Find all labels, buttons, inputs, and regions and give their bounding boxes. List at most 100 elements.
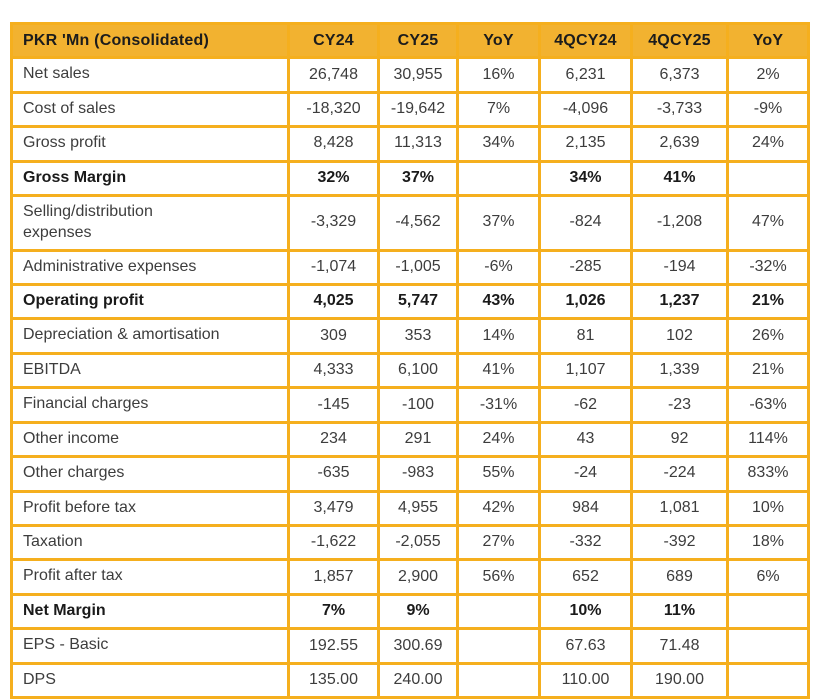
- row-label-cell: Net Margin: [10, 592, 290, 631]
- value-cell: 27%: [456, 524, 541, 562]
- row-label: Gross Margin: [23, 168, 127, 186]
- table-row: Net Margin 7% 9% 10% 11%: [10, 592, 810, 631]
- row-label: Taxation: [23, 533, 83, 551]
- value-cell: -4,096: [538, 90, 633, 129]
- header-cell: CY25: [377, 21, 459, 60]
- table-row: Selling/distribution expenses -3,329 -4,56…: [10, 193, 810, 252]
- value-cell: 41%: [456, 351, 541, 390]
- value-cell: 30,955: [377, 56, 459, 94]
- value-cell: 11,313: [377, 125, 459, 163]
- value-cell: 4,025: [287, 282, 380, 321]
- value-cell: [456, 159, 541, 197]
- header-cell: 4QCY25: [630, 21, 729, 60]
- table-row: EPS - Basic 192.55 300.69 67.63 71.48: [10, 627, 810, 665]
- value-cell: 1,237: [630, 282, 729, 321]
- value-cell: -24: [538, 455, 633, 493]
- financial-results-page: PKR 'Mn (Consolidated) CY24 CY25 YoY 4QCY24 4…: [0, 21, 826, 699]
- value-cell: [456, 627, 541, 665]
- row-label-cell: Profit before tax: [10, 489, 290, 528]
- value-cell: 110.00: [538, 661, 633, 699]
- table-row: Profit before tax 3,479 4,955 42% 984 1,081 10…: [10, 489, 810, 528]
- header-cell: YoY: [456, 21, 541, 60]
- value-cell: 300.69: [377, 627, 459, 665]
- table-row: EBITDA 4,333 6,100 41% 1,107 1,339 21%: [10, 351, 810, 390]
- row-label-cell: DPS: [10, 661, 290, 699]
- value-cell: 24%: [726, 125, 810, 163]
- row-label: DPS: [23, 670, 56, 688]
- value-cell: 2,900: [377, 558, 459, 596]
- value-cell: 37%: [377, 159, 459, 197]
- value-cell: 47%: [726, 193, 810, 252]
- value-cell: -3,329: [287, 193, 380, 252]
- value-cell: [726, 592, 810, 631]
- value-cell: 42%: [456, 489, 541, 528]
- value-cell: 4,955: [377, 489, 459, 528]
- value-cell: 34%: [456, 125, 541, 163]
- value-cell: 10%: [538, 592, 633, 631]
- table-row: DPS 135.00 240.00 110.00 190.00: [10, 661, 810, 699]
- value-cell: 234: [287, 420, 380, 459]
- value-cell: 240.00: [377, 661, 459, 699]
- row-label-cell: Gross Margin: [10, 159, 290, 197]
- value-cell: 7%: [287, 592, 380, 631]
- row-label-cell: Cost of sales: [10, 90, 290, 129]
- value-cell: [456, 661, 541, 699]
- value-cell: 291: [377, 420, 459, 459]
- row-label: Operating profit: [23, 291, 144, 309]
- value-cell: 135.00: [287, 661, 380, 699]
- header-cell-title: PKR 'Mn (Consolidated): [10, 21, 290, 60]
- value-cell: -392: [630, 524, 729, 562]
- value-cell: 9%: [377, 592, 459, 631]
- value-cell: 2%: [726, 56, 810, 94]
- value-cell: -23: [630, 386, 729, 424]
- value-cell: -224: [630, 455, 729, 493]
- row-label-cell: Operating profit: [10, 282, 290, 321]
- row-label-cell: EPS - Basic: [10, 627, 290, 665]
- value-cell: 8,428: [287, 125, 380, 163]
- row-label-cell: Selling/distribution expenses: [10, 193, 290, 252]
- row-label-cell: Other charges: [10, 455, 290, 493]
- value-cell: 21%: [726, 282, 810, 321]
- row-label: Net sales: [23, 65, 90, 83]
- value-cell: 192.55: [287, 627, 380, 665]
- value-cell: -145: [287, 386, 380, 424]
- value-cell: 56%: [456, 558, 541, 596]
- value-cell: -194: [630, 248, 729, 286]
- value-cell: 21%: [726, 351, 810, 390]
- table-row: Taxation -1,622 -2,055 27% -332 -392 18%: [10, 524, 810, 562]
- row-label-cell: Financial charges: [10, 386, 290, 424]
- value-cell: 43: [538, 420, 633, 459]
- row-label-cell: Administrative expenses: [10, 248, 290, 286]
- row-label: Other charges: [23, 464, 125, 482]
- value-cell: -4,562: [377, 193, 459, 252]
- value-cell: [726, 661, 810, 699]
- row-label: EPS - Basic: [23, 636, 109, 654]
- row-label-cell: Taxation: [10, 524, 290, 562]
- value-cell: 24%: [456, 420, 541, 459]
- value-cell: 1,081: [630, 489, 729, 528]
- value-cell: 18%: [726, 524, 810, 562]
- value-cell: -2,055: [377, 524, 459, 562]
- value-cell: 34%: [538, 159, 633, 197]
- value-cell: -18,320: [287, 90, 380, 129]
- value-cell: 4,333: [287, 351, 380, 390]
- table-row: Gross profit 8,428 11,313 34% 2,135 2,639 24%: [10, 125, 810, 163]
- row-label: Depreciation & amortisation: [23, 326, 220, 344]
- row-label-cell: Gross profit: [10, 125, 290, 163]
- value-cell: 7%: [456, 90, 541, 129]
- row-label-cell: Net sales: [10, 56, 290, 94]
- value-cell: -635: [287, 455, 380, 493]
- table-row: Net sales 26,748 30,955 16% 6,231 6,373 2%: [10, 56, 810, 94]
- value-cell: 10%: [726, 489, 810, 528]
- value-cell: 984: [538, 489, 633, 528]
- value-cell: 16%: [456, 56, 541, 94]
- value-cell: 41%: [630, 159, 729, 197]
- value-cell: 37%: [456, 193, 541, 252]
- row-label: Financial charges: [23, 395, 149, 413]
- financials-table: PKR 'Mn (Consolidated) CY24 CY25 YoY 4QCY24 4…: [10, 21, 810, 699]
- row-label: Administrative expenses: [23, 257, 197, 275]
- value-cell: 689: [630, 558, 729, 596]
- table-header: PKR 'Mn (Consolidated) CY24 CY25 YoY 4QCY24 4…: [10, 21, 810, 60]
- table-row: Operating profit 4,025 5,747 43% 1,026 1,237 2…: [10, 282, 810, 321]
- table-row: Administrative expenses -1,074 -1,005 -6% -2…: [10, 248, 810, 286]
